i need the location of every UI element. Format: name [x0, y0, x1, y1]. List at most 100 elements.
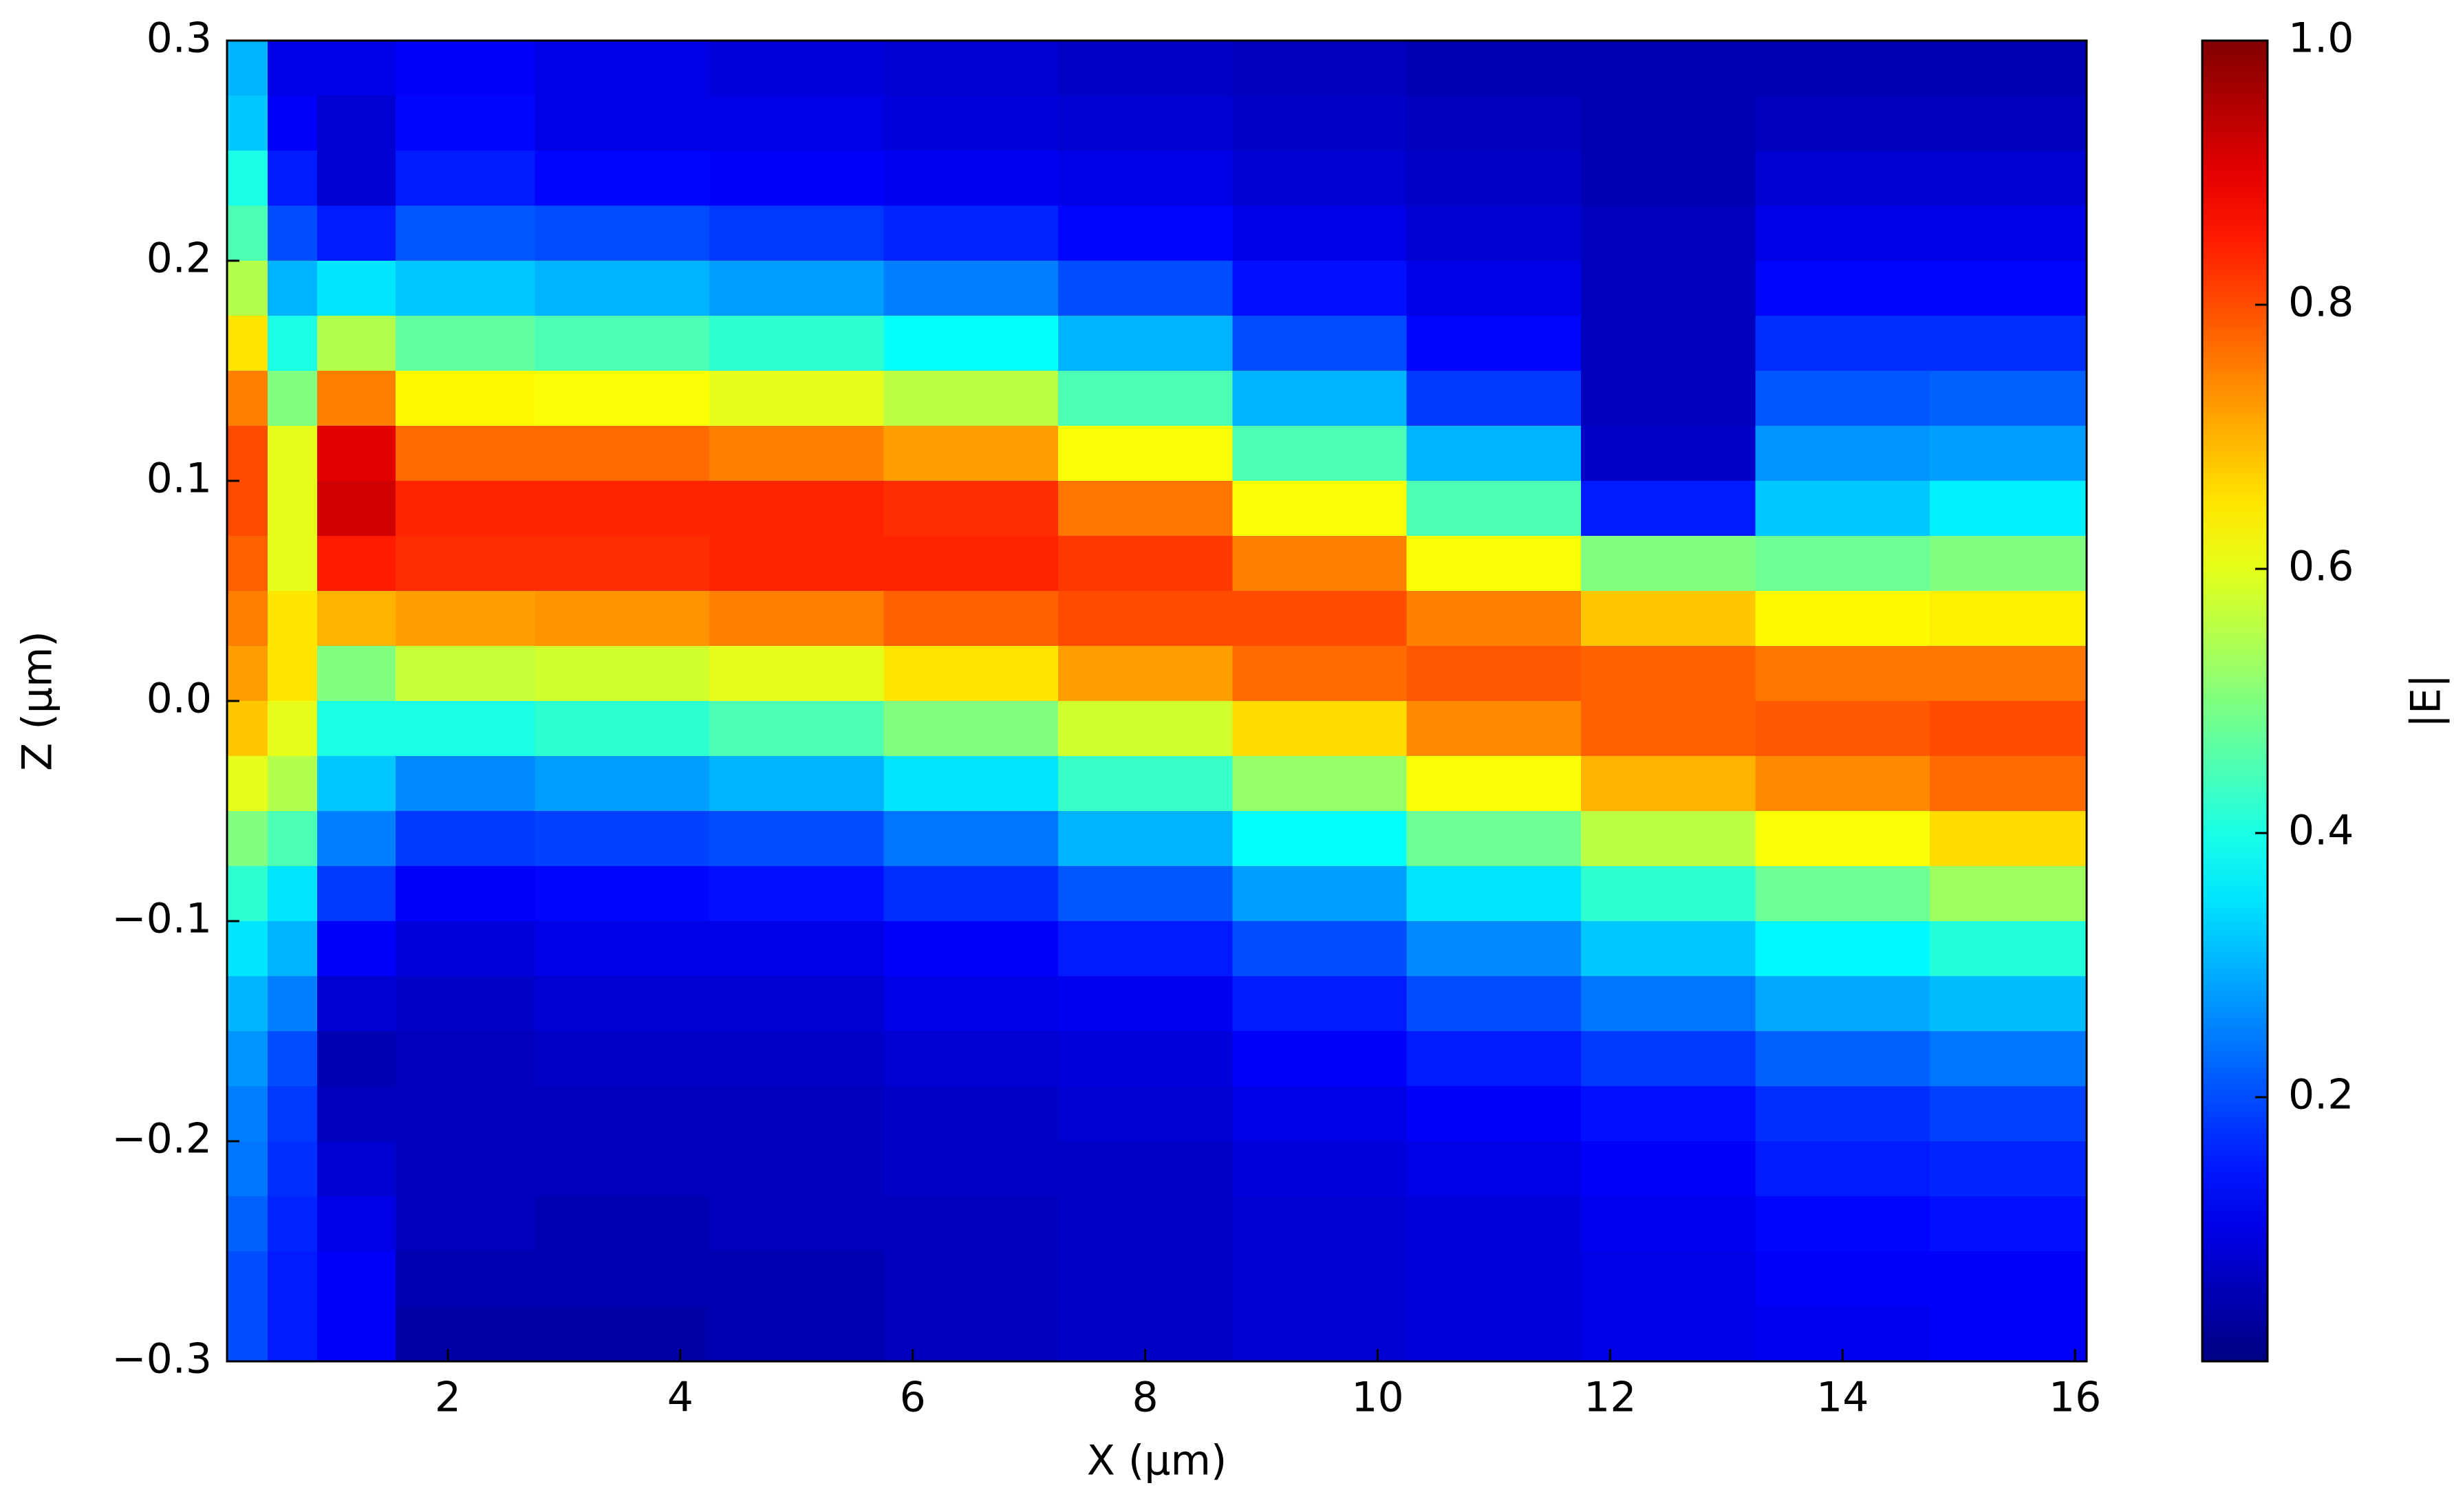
heat-cell — [1057, 151, 1234, 206]
heat-cell — [395, 1141, 536, 1197]
heat-cell — [1232, 756, 1408, 812]
heat-cell — [1057, 371, 1234, 426]
heat-cell — [1232, 41, 1408, 96]
heat-cell — [316, 701, 396, 757]
heat-cell — [1929, 811, 2087, 867]
heat-cell — [1755, 96, 1930, 151]
heat-cell — [709, 41, 885, 96]
heat-cell — [1057, 646, 1234, 702]
heat-cell — [1406, 426, 1582, 482]
heat-cell — [268, 206, 318, 261]
x-tick-label: 2 — [435, 1374, 461, 1422]
heat-cell — [1232, 701, 1408, 757]
heat-cell — [709, 1031, 885, 1087]
heat-cell — [1581, 756, 1756, 812]
heat-cell — [883, 371, 1059, 426]
heat-cell — [1581, 426, 1756, 482]
heat-cell — [1057, 206, 1234, 261]
heat-cell — [395, 646, 536, 702]
heat-cell — [883, 1031, 1059, 1087]
heat-cell — [535, 1031, 710, 1087]
heat-cell — [883, 261, 1059, 316]
heat-cell — [1232, 811, 1408, 867]
heat-cell — [395, 426, 536, 482]
heat-cell — [883, 646, 1059, 702]
heat-cell — [535, 976, 710, 1032]
heat-cell — [1406, 371, 1582, 426]
heat-cell — [1406, 591, 1582, 647]
heat-cell — [395, 1251, 536, 1307]
heat-cell — [395, 96, 536, 151]
heat-cell — [1929, 206, 2087, 261]
heat-cell — [1929, 866, 2087, 922]
x-axis-label: X (μm) — [1087, 1437, 1227, 1485]
x-tick-label: 8 — [1132, 1374, 1159, 1422]
y-tick-label: −0.1 — [111, 895, 212, 943]
heat-cell — [709, 1306, 885, 1362]
heat-cell — [883, 536, 1059, 592]
heat-cell — [395, 1031, 536, 1087]
heat-cell — [227, 866, 268, 922]
heat-cell — [395, 371, 536, 426]
heat-cell — [709, 536, 885, 592]
heat-cell — [1406, 481, 1582, 537]
heat-cell — [1581, 151, 1756, 206]
y-tick-label: 0.0 — [147, 675, 212, 723]
heat-cell — [316, 151, 396, 206]
heat-cell — [709, 921, 885, 977]
heat-cell — [1929, 1251, 2087, 1307]
heat-cell — [395, 701, 536, 757]
heat-cell — [1581, 316, 1756, 371]
heat-cell — [1755, 1031, 1930, 1087]
heat-cell — [535, 261, 710, 316]
heat-cell — [227, 1141, 268, 1197]
heat-cell — [1057, 1141, 1234, 1197]
heat-cell — [268, 96, 318, 151]
heat-cell — [227, 96, 268, 151]
heat-cell — [1581, 41, 1756, 96]
heat-cell — [1929, 41, 2087, 96]
heat-cell — [227, 371, 268, 426]
heat-cell — [395, 536, 536, 592]
heat-cell — [395, 811, 536, 867]
y-tick-label: −0.2 — [111, 1115, 212, 1163]
heat-cell — [883, 976, 1059, 1032]
heat-cell — [227, 591, 268, 647]
heat-cell — [1057, 976, 1234, 1032]
heat-cell — [1057, 96, 1234, 151]
heat-cell — [316, 756, 396, 812]
x-tick-label: 12 — [1584, 1374, 1636, 1422]
y-tick-label: 0.1 — [147, 455, 212, 503]
x-tick-label: 16 — [2049, 1374, 2101, 1422]
heat-cell — [395, 261, 536, 316]
heat-cell — [709, 976, 885, 1032]
heat-cell — [395, 316, 536, 371]
heat-cell — [709, 206, 885, 261]
heat-cell — [535, 151, 710, 206]
heat-cell — [268, 811, 318, 867]
heat-cell — [883, 921, 1059, 977]
y-axis-label: Z (μm) — [14, 631, 62, 771]
heat-cell — [268, 536, 318, 592]
heat-cell — [1581, 206, 1756, 261]
heat-cell — [535, 536, 710, 592]
heat-cell — [227, 426, 268, 482]
heat-cell — [316, 591, 396, 647]
heat-cell — [1232, 536, 1408, 592]
heat-cell — [1057, 426, 1234, 482]
heat-cell — [535, 646, 710, 702]
heat-cell — [1581, 976, 1756, 1032]
heat-cell — [1755, 481, 1930, 537]
heat-cell — [535, 481, 710, 537]
heat-cell — [709, 646, 885, 702]
heat-cell — [883, 591, 1059, 647]
heat-cell — [395, 866, 536, 922]
heat-cell — [1581, 371, 1756, 426]
heat-cell — [1057, 1251, 1234, 1307]
heat-cell — [1406, 261, 1582, 316]
heat-cell — [316, 206, 396, 261]
heat-cell — [1232, 1086, 1408, 1142]
heat-cell — [1232, 1306, 1408, 1362]
heat-cell — [883, 96, 1059, 151]
heat-cell — [268, 1251, 318, 1307]
